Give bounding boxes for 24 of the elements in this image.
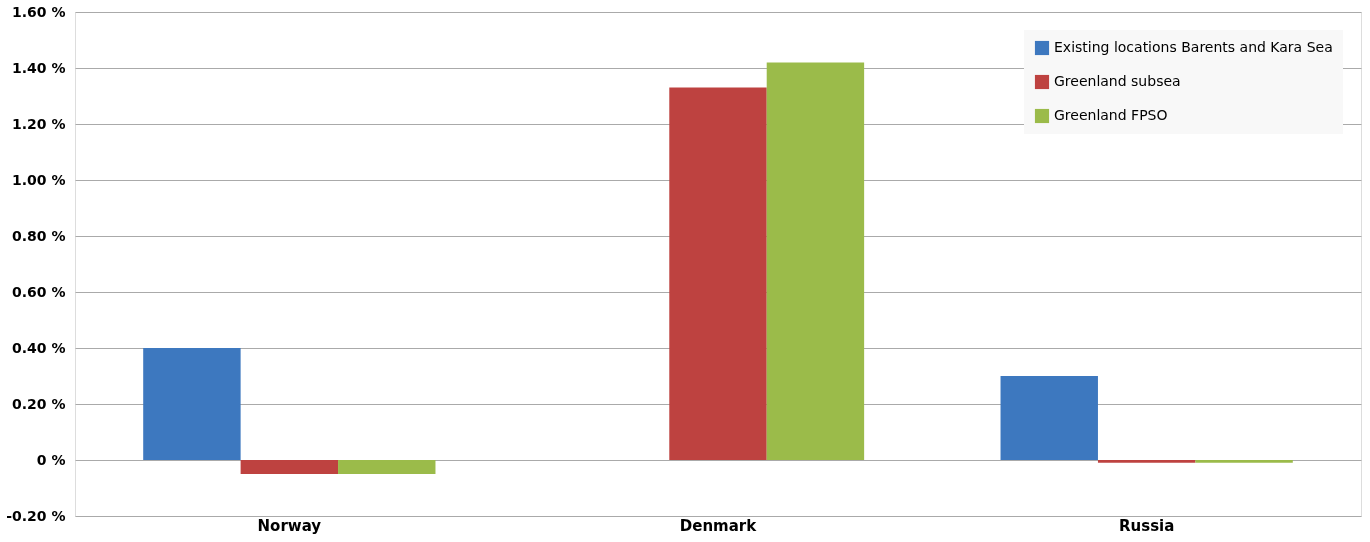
bar: [1000, 376, 1098, 460]
legend-label: Existing locations Barents and Kara Sea: [1054, 39, 1333, 55]
bar: [338, 460, 436, 474]
y-tick-label: 0.80 %: [12, 227, 66, 244]
bar: [1195, 460, 1293, 463]
legend-label: Greenland FPSO: [1054, 107, 1168, 123]
bar: [669, 87, 767, 460]
y-tick-label: 1.60 %: [12, 3, 66, 20]
bar: [1097, 460, 1196, 463]
y-tick-label: -0.20 %: [6, 507, 66, 524]
bar: [240, 460, 339, 474]
y-tick-label: 0.20 %: [12, 395, 66, 412]
x-tick-label: Russia: [1118, 516, 1175, 535]
legend-label: Greenland subsea: [1054, 73, 1181, 89]
y-tick-label: 0.40 %: [12, 339, 66, 356]
x-tick-label: Denmark: [679, 516, 758, 535]
x-tick-label: Norway: [257, 516, 322, 535]
y-tick-label: 1.20 %: [12, 115, 66, 132]
y-tick-label: 0 %: [36, 451, 66, 468]
y-tick-label: 0.60 %: [12, 283, 66, 300]
y-tick-label: 1.00 %: [12, 171, 66, 188]
bar: [143, 348, 241, 460]
bar: [766, 62, 865, 460]
y-tick-label: 1.40 %: [12, 59, 66, 76]
